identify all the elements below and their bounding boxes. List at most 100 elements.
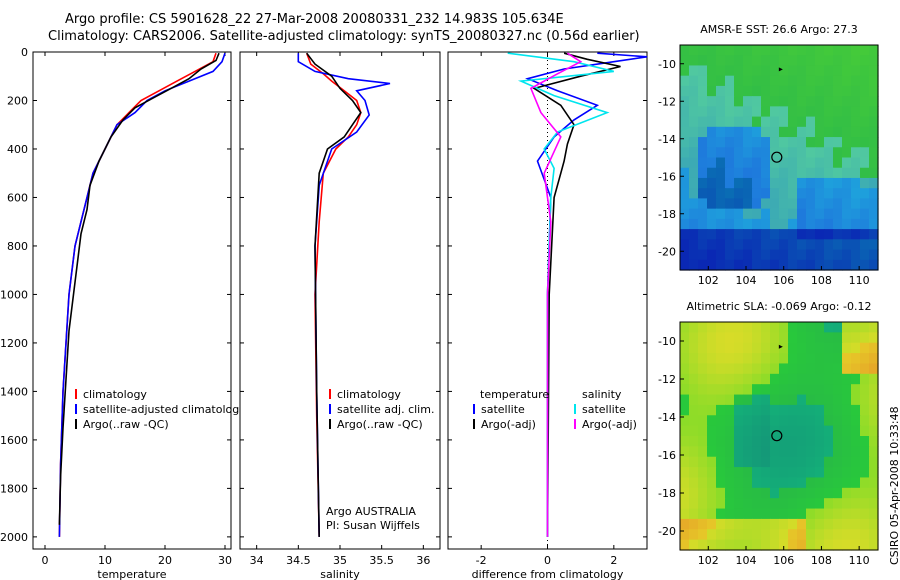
map-cell xyxy=(833,126,843,138)
map-cell xyxy=(833,436,843,447)
map-cell xyxy=(833,529,843,541)
map-cell xyxy=(851,404,861,416)
map-cell xyxy=(680,539,690,551)
map-cell xyxy=(725,85,735,97)
map-cell xyxy=(869,137,879,148)
map-cell xyxy=(779,384,789,396)
map-cell xyxy=(860,446,870,458)
map-cell xyxy=(815,425,825,437)
map-cell xyxy=(707,404,717,416)
map-cell xyxy=(797,415,807,427)
map-cell xyxy=(806,96,816,107)
map-cell xyxy=(770,208,780,220)
map-cell xyxy=(752,96,762,107)
map-cell xyxy=(734,539,744,551)
y-tick-label: 1800 xyxy=(0,482,28,495)
map-cell xyxy=(824,508,834,520)
map-cell xyxy=(860,467,870,479)
map-cell xyxy=(788,529,798,541)
map-cell xyxy=(698,436,708,447)
map-cell xyxy=(815,467,825,479)
map-cell xyxy=(869,394,879,406)
map-cell xyxy=(734,177,744,189)
map-cell xyxy=(689,239,699,251)
map-cell xyxy=(734,529,744,541)
map-cell xyxy=(806,198,816,210)
map-cell xyxy=(698,208,708,220)
map-cell xyxy=(761,456,771,468)
map-cell xyxy=(734,487,744,499)
map-cell xyxy=(851,529,861,541)
map-cell xyxy=(815,415,825,427)
map-cell xyxy=(851,116,861,128)
map-cell xyxy=(752,436,762,447)
map-cell xyxy=(770,498,780,510)
map-cell xyxy=(689,456,699,468)
map-cell xyxy=(815,446,825,458)
map-cell xyxy=(734,198,744,210)
map-cell xyxy=(860,436,870,447)
map-cell xyxy=(770,332,780,344)
map-cell xyxy=(761,259,771,271)
map-cell xyxy=(788,487,798,499)
map-cell xyxy=(869,157,879,169)
map-cell xyxy=(806,529,816,541)
map-cell xyxy=(689,45,699,56)
map-cell xyxy=(860,508,870,520)
x-tick-label: 34.5 xyxy=(286,554,311,567)
map-cell xyxy=(752,106,762,118)
map-cell xyxy=(752,384,762,396)
map-cell xyxy=(788,45,798,56)
maps-layer: 102 104 106 108 110 -10 -12 -14 -16 -18 -20 AMSR-E … xyxy=(658,23,879,567)
map-cell xyxy=(743,249,753,261)
map-cell xyxy=(761,188,771,200)
map-cell xyxy=(707,167,717,179)
map-cell xyxy=(842,332,852,344)
map-cell xyxy=(761,116,771,128)
map-cell xyxy=(806,373,816,385)
map-cell xyxy=(689,147,699,159)
map-cell xyxy=(725,332,735,344)
map-cell xyxy=(851,65,861,77)
map-cell xyxy=(833,208,843,220)
map-cell xyxy=(860,218,870,230)
map-cell xyxy=(869,353,879,365)
map-cell xyxy=(770,384,780,396)
map-cell xyxy=(797,322,807,333)
map-cell xyxy=(788,208,798,220)
map-cell xyxy=(869,198,879,210)
map-cell xyxy=(815,249,825,261)
map-cell xyxy=(680,436,690,447)
map-cell xyxy=(824,198,834,210)
map-cell xyxy=(815,498,825,510)
map-cell xyxy=(707,45,717,56)
map-cell xyxy=(680,198,690,210)
y-tick-label: 1200 xyxy=(0,337,28,350)
y-tick-label: 400 xyxy=(7,143,28,156)
map-cell xyxy=(707,415,717,427)
map-cell xyxy=(779,85,789,97)
map-cell xyxy=(743,467,753,479)
map-cell xyxy=(833,229,843,240)
map-cell xyxy=(842,322,852,333)
map-cell xyxy=(815,85,825,97)
map-cell xyxy=(833,55,843,67)
map-cell xyxy=(725,126,735,138)
map-cell xyxy=(707,55,717,67)
map-cell xyxy=(725,425,735,437)
x-tick-label: 2 xyxy=(610,554,617,567)
map-cell xyxy=(707,373,717,385)
map-cell xyxy=(689,96,699,107)
x-tick-label: 35 xyxy=(333,554,347,567)
map-cell xyxy=(707,353,717,365)
map-cell xyxy=(788,147,798,159)
map-cell xyxy=(824,436,834,447)
map-cell xyxy=(851,177,861,189)
map-cell xyxy=(824,239,834,251)
map-cell xyxy=(743,446,753,458)
map-cell xyxy=(842,363,852,375)
map-cell xyxy=(788,65,798,77)
map-cell xyxy=(797,96,807,107)
map-cell xyxy=(797,259,807,271)
map-cell xyxy=(716,498,726,510)
